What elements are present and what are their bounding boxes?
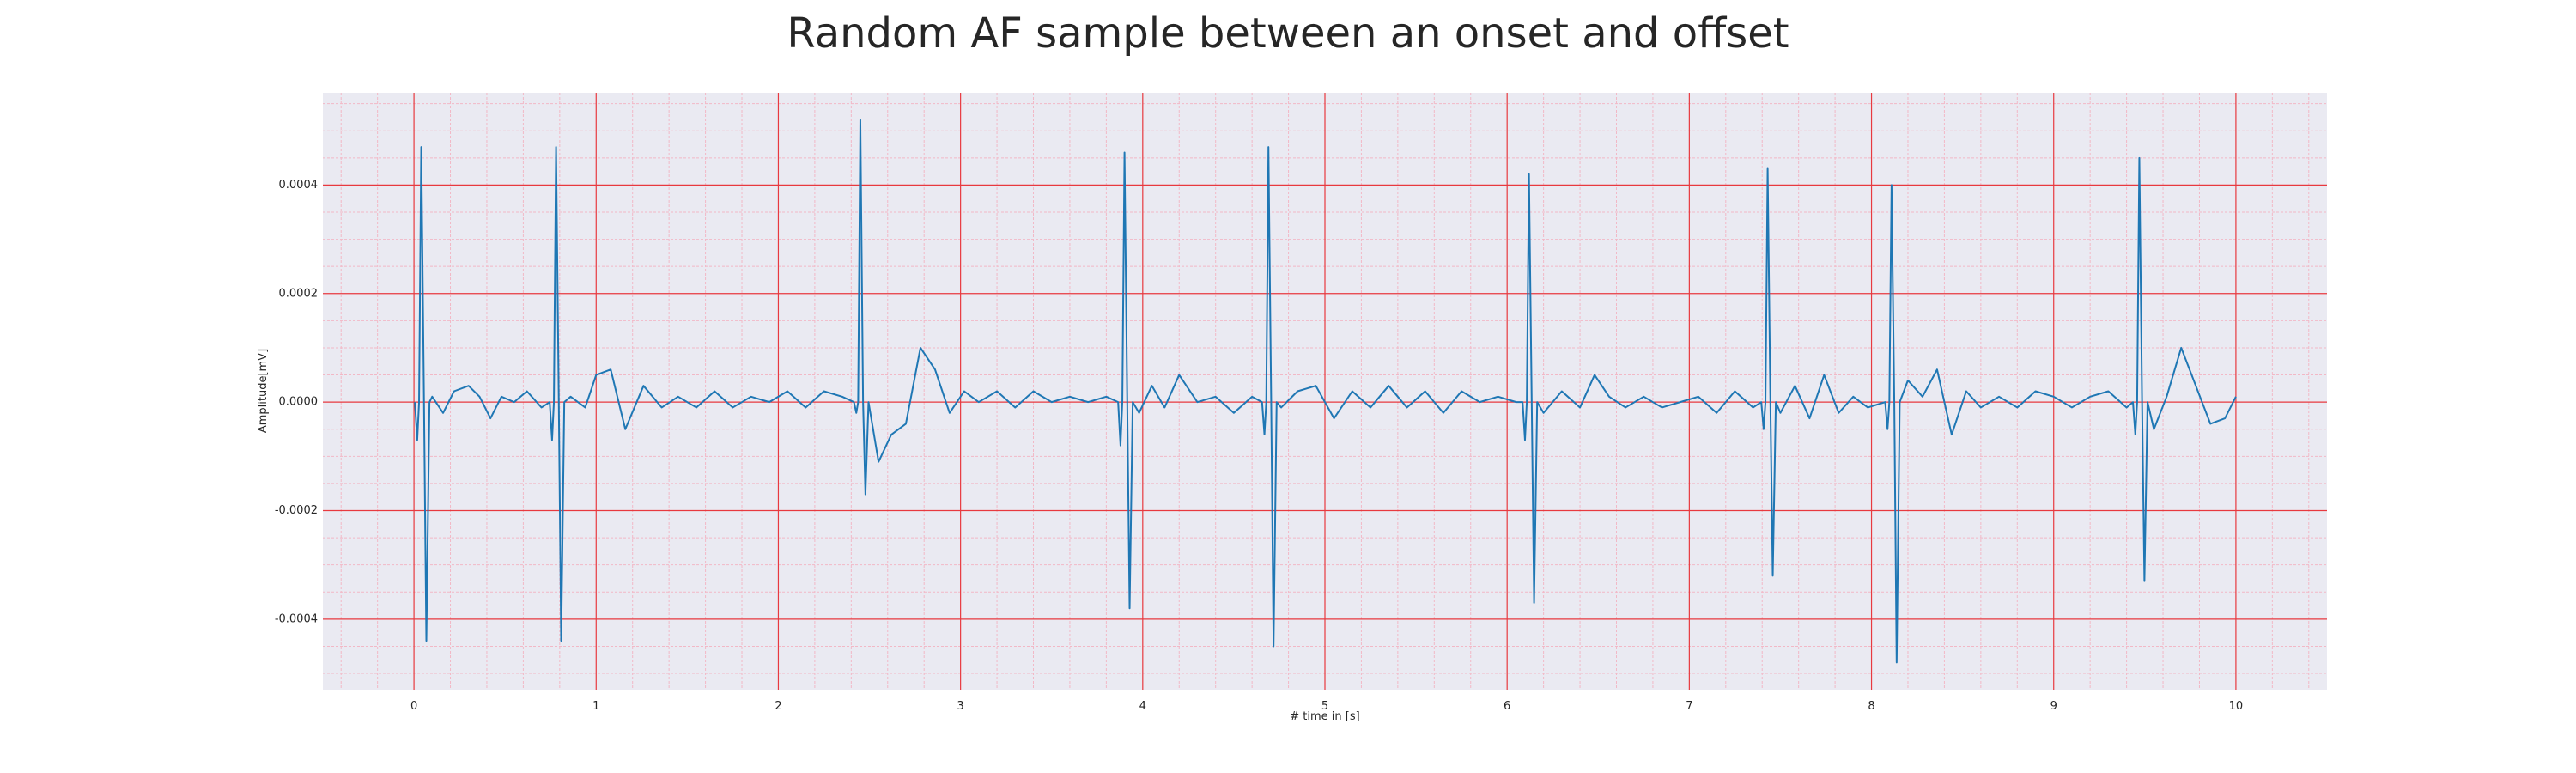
y-tick-label: 0.0002 — [279, 287, 319, 300]
y-axis-label: Amplitude[mV] — [257, 349, 270, 433]
x-tick-label: 7 — [1686, 700, 1692, 713]
x-tick-label: 8 — [1868, 700, 1874, 713]
x-tick-label: 5 — [1321, 700, 1328, 713]
x-tick-label: 0 — [410, 700, 417, 713]
x-tick-label: 1 — [592, 700, 599, 713]
y-tick-label: -0.0004 — [275, 612, 318, 625]
x-axis-ticks: 0 1 2 3 4 5 6 7 8 9 10 — [410, 700, 2243, 713]
x-tick-label: 2 — [775, 700, 781, 713]
x-tick-label: 3 — [957, 700, 963, 713]
series-layer — [414, 119, 2237, 664]
x-tick-label: 9 — [2050, 700, 2057, 713]
chart-title: Random AF sample between an onset and of… — [787, 9, 1789, 58]
y-tick-label: -0.0002 — [275, 504, 318, 517]
x-tick-label: 6 — [1504, 700, 1510, 713]
x-tick-label: 10 — [2229, 700, 2244, 713]
y-axis-ticks: -0.0004 -0.0002 0.0000 0.0002 0.0004 — [275, 179, 318, 625]
x-tick-label: 4 — [1139, 700, 1146, 713]
y-tick-label: 0.0000 — [279, 396, 319, 409]
x-axis-label: # time in [s] — [1290, 710, 1359, 723]
y-tick-label: 0.0004 — [279, 179, 319, 192]
ecg-signal-line — [414, 119, 2237, 664]
major-grid — [323, 93, 2327, 690]
